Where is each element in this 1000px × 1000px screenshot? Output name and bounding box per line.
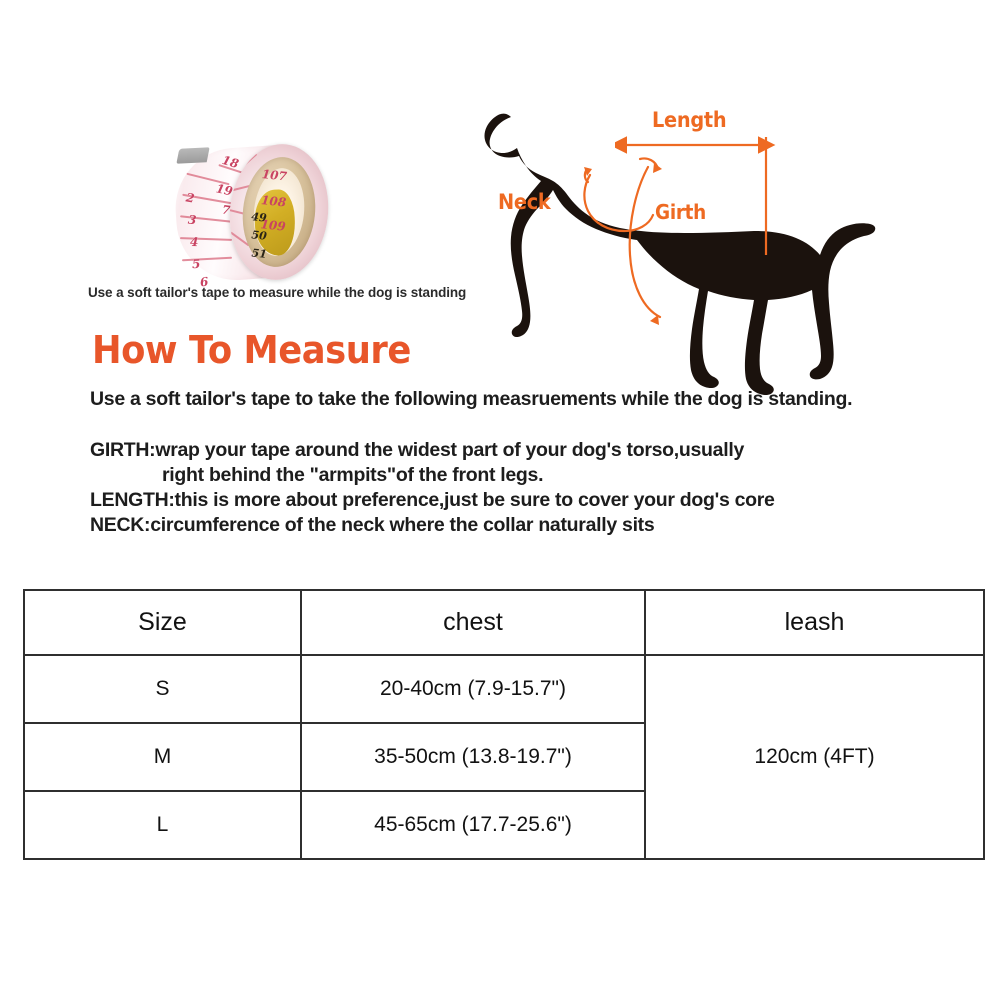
dog-silhouette-svg xyxy=(484,113,876,395)
coil-number: 107 xyxy=(261,167,288,184)
neck-loop-path xyxy=(583,173,655,233)
coil-number: 50 xyxy=(250,228,268,243)
header-leash: leash xyxy=(644,589,985,656)
definition-neck: NECK:circumference of the neck where the… xyxy=(90,514,655,536)
dog-measurement-diagram: Length Neck Girth xyxy=(470,85,940,395)
cell-leash: 120cm (4FT) xyxy=(644,654,985,860)
label-neck: Neck xyxy=(498,190,551,214)
tape-number: 3 xyxy=(187,212,198,228)
length-dimension-arrow xyxy=(615,136,776,255)
label-girth: Girth xyxy=(655,200,707,224)
neck-loop-arrowhead xyxy=(584,167,592,176)
cell-chest-s: 20-40cm (7.9-15.7") xyxy=(300,654,646,724)
dog-silhouette-shape xyxy=(484,113,876,395)
table-header: Size chest leash xyxy=(23,589,985,656)
header-chest: chest xyxy=(300,589,646,656)
definition-length: LENGTH:this is more about preference,jus… xyxy=(90,489,775,511)
cell-size-s: S xyxy=(23,654,302,724)
cell-chest-l: 45-65cm (17.7-25.6") xyxy=(300,790,646,860)
table-row: M 35-50cm (13.8-19.7") xyxy=(23,722,984,792)
girth-loop-bottom-arrowhead xyxy=(650,315,659,325)
tape-measure-photo: 18 19 2 7 3 4 5 6 107 108 109 49 50 51 xyxy=(170,139,335,289)
girth-loop-top-arrowhead xyxy=(653,163,662,173)
coil-number: 108 xyxy=(260,193,287,210)
table-body: S 20-40cm (7.9-15.7") 120cm (4FT) M 35-5… xyxy=(23,654,985,860)
girth-measure-loop xyxy=(628,157,662,325)
measurement-definitions: GIRTH:wrap your tape around the widest p… xyxy=(90,438,940,538)
tape-end-tab xyxy=(176,147,210,164)
tape-number: 4 xyxy=(189,234,199,250)
cell-size-l: L xyxy=(23,790,302,860)
tape-number: 19 xyxy=(214,181,234,199)
header-size: Size xyxy=(23,589,302,656)
definition-girth: GIRTH:wrap your tape around the widest p… xyxy=(90,439,744,461)
girth-loop-path xyxy=(628,165,662,319)
label-length: Length xyxy=(652,108,727,132)
table-header-row: Size chest leash xyxy=(23,589,985,656)
coil-number: 49 xyxy=(250,210,268,225)
page-title: How To Measure xyxy=(92,328,411,372)
table-row: S 20-40cm (7.9-15.7") 120cm (4FT) xyxy=(23,654,985,860)
tape-caption: Use a soft tailor's tape to measure whil… xyxy=(88,285,467,300)
cell-size-m: M xyxy=(23,722,302,792)
size-chart-table: Size chest leash S 20-40cm (7.9-15.7") 1… xyxy=(23,589,985,860)
coil-number: 51 xyxy=(250,246,268,261)
intro-text: Use a soft tailor's tape to take the fol… xyxy=(90,388,853,410)
neck-measure-loop xyxy=(583,167,655,233)
definition-girth-cont: right behind the "armpits"of the front l… xyxy=(162,464,544,486)
cell-chest-m: 35-50cm (13.8-19.7") xyxy=(300,722,646,792)
tape-number: 5 xyxy=(191,256,201,272)
table-row: L 45-65cm (17.7-25.6") xyxy=(23,790,984,860)
